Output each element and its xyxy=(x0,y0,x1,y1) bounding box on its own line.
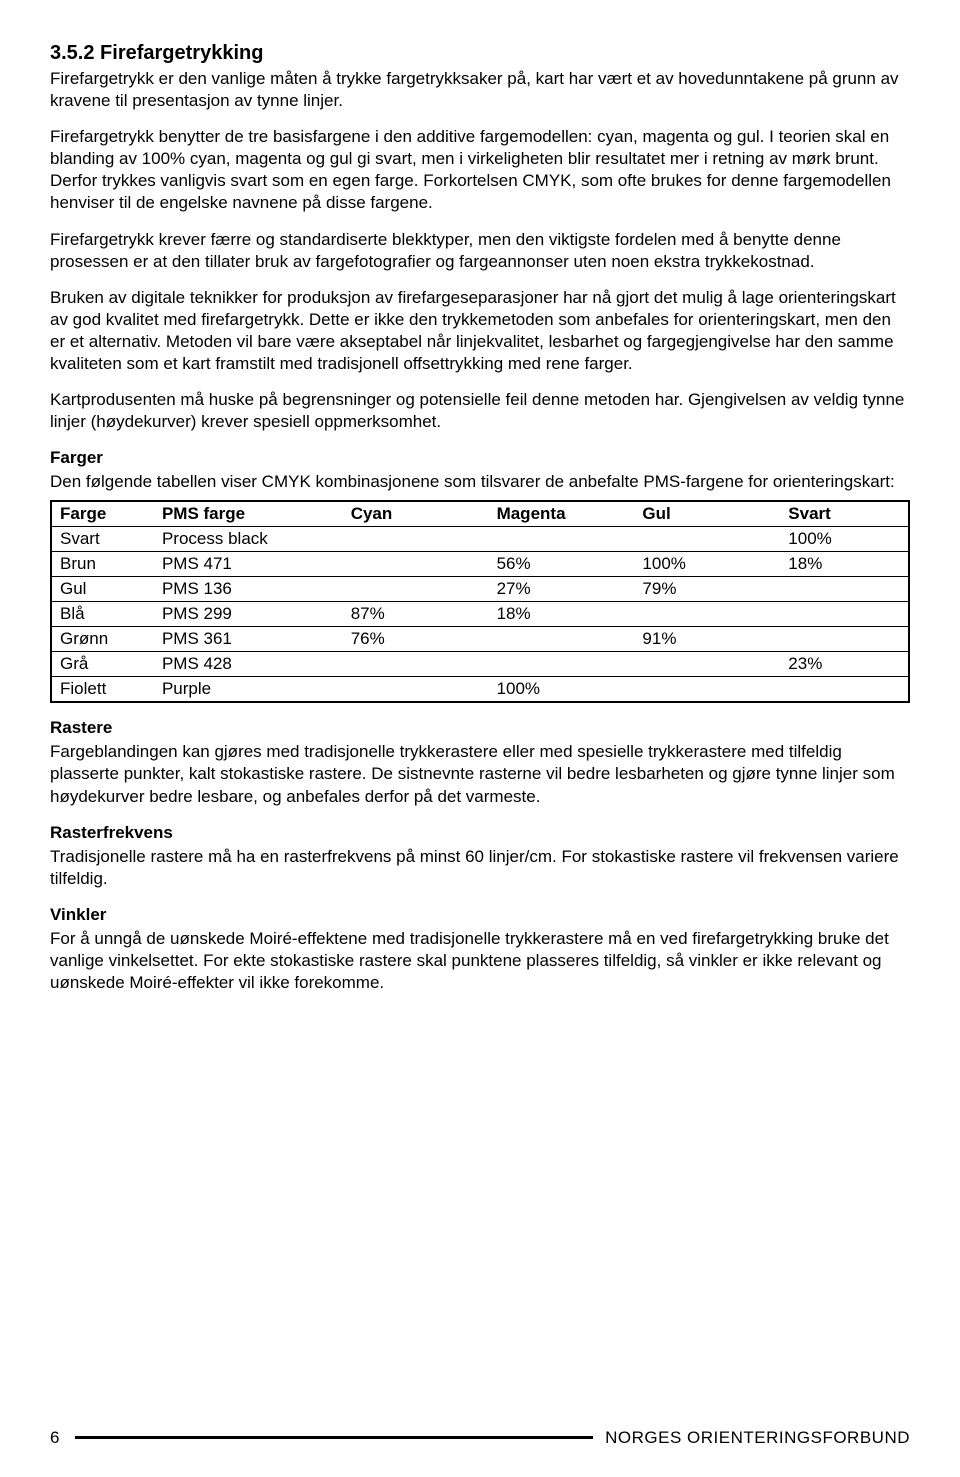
table-row: GråPMS 428 23% xyxy=(51,652,909,677)
table-cell: 27% xyxy=(489,576,635,601)
table-cell: Blå xyxy=(51,601,154,626)
body-paragraph: Firefargetrykk benytter de tre basisfarg… xyxy=(50,126,910,214)
table-cell: Grå xyxy=(51,652,154,677)
table-cell xyxy=(634,677,780,703)
vinkler-text: For å unngå de uønskede Moiré-effektene … xyxy=(50,928,910,994)
farger-intro: Den følgende tabellen viser CMYK kombina… xyxy=(50,471,910,493)
table-cell: 79% xyxy=(634,576,780,601)
col-header: PMS farge xyxy=(154,501,343,527)
table-cell xyxy=(780,576,909,601)
col-header: Gul xyxy=(634,501,780,527)
table-cell: 91% xyxy=(634,626,780,651)
table-row: BlåPMS 29987%18% xyxy=(51,601,909,626)
section-title: 3.5.2 Firefargetrykking xyxy=(50,40,910,66)
body-paragraph: Kartprodusenten må huske på begrensninge… xyxy=(50,389,910,433)
footer-org: NORGES ORIENTERINGSFORBUND xyxy=(605,1427,910,1449)
table-cell: 18% xyxy=(489,601,635,626)
table-cell xyxy=(634,526,780,551)
table-cell: Purple xyxy=(154,677,343,703)
table-cell: PMS 428 xyxy=(154,652,343,677)
table-cell: PMS 299 xyxy=(154,601,343,626)
table-cell: Fiolett xyxy=(51,677,154,703)
col-header: Farge xyxy=(51,501,154,527)
table-cell: Process black xyxy=(154,526,343,551)
table-cell: Brun xyxy=(51,551,154,576)
table-cell: 100% xyxy=(780,526,909,551)
table-cell xyxy=(780,601,909,626)
col-header: Svart xyxy=(780,501,909,527)
table-cell xyxy=(343,551,489,576)
table-cell xyxy=(634,652,780,677)
table-cell: Grønn xyxy=(51,626,154,651)
rasterfrekvens-text: Tradisjonelle rastere må ha en rasterfre… xyxy=(50,846,910,890)
footer-rule xyxy=(75,1436,593,1439)
table-cell: 76% xyxy=(343,626,489,651)
table-row: FiolettPurple 100% xyxy=(51,677,909,703)
page-footer: 6 NORGES ORIENTERINGSFORBUND xyxy=(50,1427,910,1449)
col-header: Magenta xyxy=(489,501,635,527)
table-cell: 100% xyxy=(489,677,635,703)
table-cell xyxy=(780,677,909,703)
table-cell xyxy=(780,626,909,651)
table-cell: 100% xyxy=(634,551,780,576)
table-cell xyxy=(489,626,635,651)
table-cell xyxy=(343,677,489,703)
table-row: GulPMS 136 27%79% xyxy=(51,576,909,601)
heading-farger: Farger xyxy=(50,447,910,469)
table-cell xyxy=(634,601,780,626)
table-row: SvartProcess black 100% xyxy=(51,526,909,551)
body-paragraph: Firefargetrykk krever færre og standardi… xyxy=(50,229,910,273)
heading-rasterfrekvens: Rasterfrekvens xyxy=(50,822,910,844)
table-cell: Svart xyxy=(51,526,154,551)
table-cell: 23% xyxy=(780,652,909,677)
heading-vinkler: Vinkler xyxy=(50,904,910,926)
table-cell xyxy=(343,526,489,551)
rastere-text: Fargeblandingen kan gjøres med tradisjon… xyxy=(50,741,910,807)
table-header-row: Farge PMS farge Cyan Magenta Gul Svart xyxy=(51,501,909,527)
table-cell: PMS 136 xyxy=(154,576,343,601)
table-cell: 56% xyxy=(489,551,635,576)
table-row: BrunPMS 471 56%100%18% xyxy=(51,551,909,576)
page-number: 6 xyxy=(50,1427,59,1449)
table-cell: 18% xyxy=(780,551,909,576)
table-cell xyxy=(489,526,635,551)
table-cell: Gul xyxy=(51,576,154,601)
col-header: Cyan xyxy=(343,501,489,527)
table-cell xyxy=(343,576,489,601)
table-row: GrønnPMS 36176% 91% xyxy=(51,626,909,651)
table-cell: PMS 361 xyxy=(154,626,343,651)
table-cell: 87% xyxy=(343,601,489,626)
body-paragraph: Bruken av digitale teknikker for produks… xyxy=(50,287,910,375)
table-cell: PMS 471 xyxy=(154,551,343,576)
table-cell xyxy=(343,652,489,677)
cmyk-table: Farge PMS farge Cyan Magenta Gul Svart S… xyxy=(50,500,910,704)
body-paragraph: Firefargetrykk er den vanlige måten å tr… xyxy=(50,68,910,112)
heading-rastere: Rastere xyxy=(50,717,910,739)
table-cell xyxy=(489,652,635,677)
